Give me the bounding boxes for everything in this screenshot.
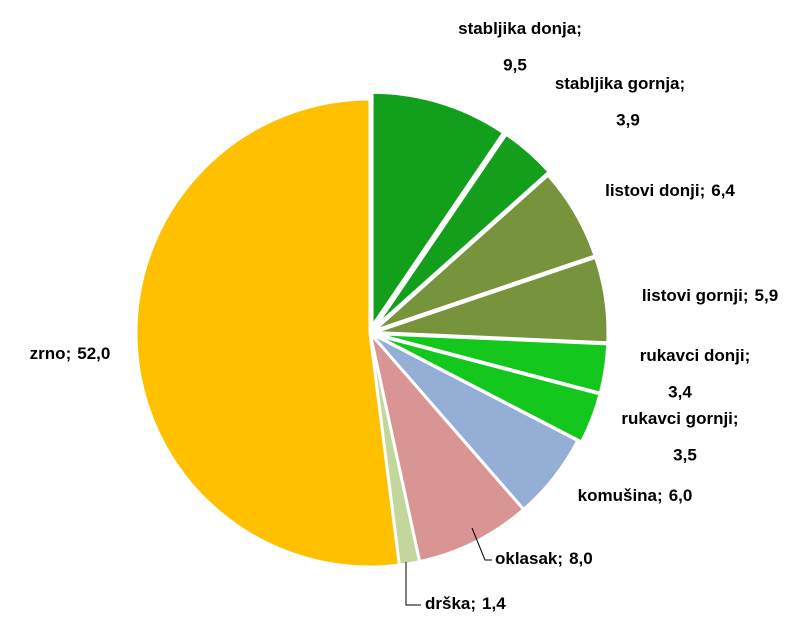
pie-slice — [371, 173, 597, 333]
category-name: rukavci gornji — [621, 409, 732, 428]
leader-line — [405, 562, 421, 606]
category-name: oklasak — [495, 549, 558, 568]
label-separator: ; — [657, 486, 663, 505]
category-name: listovi gornji — [642, 286, 743, 305]
data-label: listovi donji; 6,4 — [605, 181, 735, 200]
value-label: 3,9 — [616, 110, 640, 129]
label-separator: ; — [700, 181, 706, 200]
data-label: stabljika gornja; — [555, 74, 685, 93]
data-label: stabljika donja; — [458, 19, 582, 38]
value-label: 3,5 — [673, 445, 697, 464]
label-separator: ; — [733, 409, 739, 428]
label-separator: ; — [680, 74, 686, 93]
value-label: 6,4 — [711, 181, 735, 200]
label-separator: ; — [557, 549, 563, 568]
data-label: drška; 1,4 — [425, 594, 506, 613]
value-label: 5,9 — [755, 286, 779, 305]
category-name: komušina — [578, 486, 658, 505]
category-name: stabljika gornja — [555, 74, 680, 93]
category-name: drška — [425, 594, 471, 613]
label-separator: ; — [470, 594, 476, 613]
leader-line — [471, 527, 492, 561]
data-label: rukavci gornji; — [621, 409, 738, 428]
category-name: rukavci donji — [640, 346, 745, 365]
category-name: zrno — [30, 344, 66, 363]
category-name: listovi donji — [605, 181, 699, 200]
pie-slice — [370, 90, 506, 328]
pie-slice — [134, 97, 401, 569]
pie-slice — [372, 332, 602, 444]
value-label: 8,0 — [569, 549, 593, 568]
value-label: 52,0 — [77, 344, 110, 363]
category-name: stabljika donja — [458, 19, 577, 38]
data-label: rukavci donji; — [640, 346, 751, 365]
label-separator: ; — [743, 286, 749, 305]
data-label: zrno; 52,0 — [30, 344, 111, 363]
label-separator: ; — [745, 346, 751, 365]
data-label: komušina; 6,0 — [578, 486, 693, 505]
value-label: 3,4 — [668, 382, 692, 401]
data-label: listovi gornji; 5,9 — [642, 286, 778, 305]
label-separator: ; — [66, 344, 72, 363]
value-label: 9,5 — [503, 55, 527, 74]
data-label: oklasak; 8,0 — [495, 549, 593, 568]
value-label: 6,0 — [669, 486, 693, 505]
pie-slice — [373, 132, 551, 330]
value-label: 1,4 — [482, 594, 506, 613]
label-separator: ; — [576, 19, 582, 38]
